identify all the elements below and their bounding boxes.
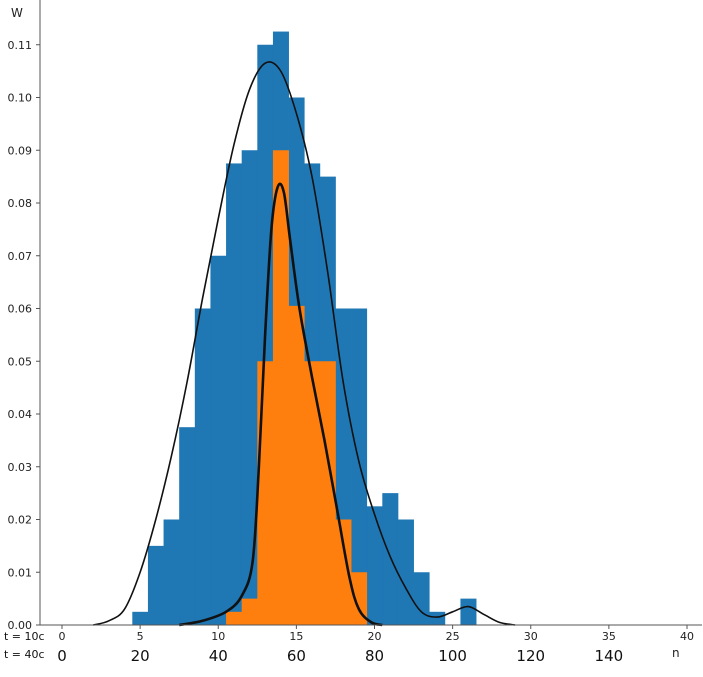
x-tick-label-t10-8: 40 [680, 630, 694, 643]
y-axis-ticks: 0.00 0.01 0.02 0.03 0.04 0.05 0.06 0.07 0.08 0.09… [8, 39, 40, 632]
blue-bar-5 [210, 255, 227, 625]
row-label-t10: t = 10c [4, 630, 45, 643]
blue-bar-7 [241, 150, 258, 625]
y-tick-label-5: 0.05 [8, 355, 33, 368]
orange-bar-5 [304, 361, 321, 625]
y-tick-label-0: 0.00 [8, 619, 33, 632]
blue-bar-6 [226, 163, 243, 625]
orange-density-curve [178, 182, 383, 627]
blue-bar-15 [366, 506, 383, 625]
blue-bar-20 [460, 598, 477, 625]
x-tick-label-t10-2: 10 [211, 630, 225, 643]
x-tick-label-t40-0: 0 [57, 647, 67, 665]
x-tick-label-t40-5: 100 [438, 647, 467, 665]
x-tick-label-t10-5: 25 [446, 630, 460, 643]
y-tick-label-7: 0.07 [8, 250, 33, 263]
blue-bar-4 [194, 308, 211, 625]
x-tick-label-t10-4: 20 [368, 630, 382, 643]
y-tick-label-6: 0.06 [8, 303, 33, 316]
row-label-t40: t = 40c [4, 648, 45, 661]
x-tick-label-t10-0: 0 [59, 630, 66, 643]
orange-bar-0 [226, 611, 243, 625]
x-tick-label-t10-6: 30 [524, 630, 538, 643]
x-tick-label-t40-2: 40 [209, 647, 228, 665]
blue-bar-18 [413, 572, 430, 625]
blue-bar-14 [351, 308, 368, 625]
orange-bar-6 [319, 361, 336, 625]
blue-bar-17 [397, 519, 414, 625]
density-curves [93, 61, 516, 627]
blue-bar-19 [429, 611, 446, 625]
blue-bar-3 [179, 427, 196, 625]
blue-bar-1 [147, 545, 164, 625]
orange-bar-1 [241, 598, 258, 625]
x-tick-label-t40-7: 140 [595, 647, 624, 665]
x-axis-ticks-t10: 0 5 10 15 20 25 30 35 40 [59, 625, 694, 643]
x-tick-label-t40-1: 20 [131, 647, 150, 665]
orange-bar-3 [272, 150, 289, 625]
y-tick-label-8: 0.08 [8, 197, 33, 210]
y-tick-label-2: 0.02 [8, 514, 33, 527]
x-tick-label-t10-1: 5 [137, 630, 144, 643]
orange-bar-7 [335, 519, 352, 625]
blue-bar-2 [163, 519, 180, 625]
y-tick-label-9: 0.09 [8, 144, 33, 157]
blue-bar-16 [382, 493, 399, 625]
x-tick-label-t40-4: 80 [365, 647, 384, 665]
y-tick-label-11: 0.11 [8, 39, 33, 52]
y-tick-label-1: 0.01 [8, 566, 33, 579]
x-tick-label-t10-7: 35 [602, 630, 616, 643]
orange-bar-8 [351, 572, 368, 625]
x-tick-label-t10-3: 15 [289, 630, 303, 643]
blue-density-curve [93, 61, 516, 626]
x-axis-label: n [672, 646, 680, 660]
y-tick-label-3: 0.03 [8, 461, 33, 474]
x-tick-label-t40-6: 120 [516, 647, 545, 665]
y-tick-label-4: 0.04 [8, 408, 33, 421]
x-axis-ticks-t40: 0 20 40 60 80 100 120 140 [57, 647, 623, 665]
y-tick-label-10: 0.10 [8, 92, 33, 105]
blue-bar-0 [132, 611, 149, 625]
orange-bar-4 [288, 305, 305, 625]
x-tick-label-t40-3: 60 [287, 647, 306, 665]
y-axis-label: W [11, 6, 23, 20]
orange-bar-2 [257, 361, 274, 625]
